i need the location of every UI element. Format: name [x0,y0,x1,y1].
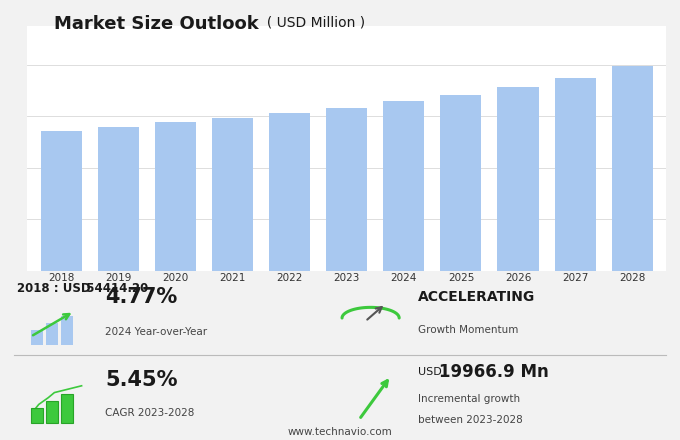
Bar [212,118,253,271]
Text: CAGR 2023-2028: CAGR 2023-2028 [105,408,194,418]
FancyBboxPatch shape [61,316,73,345]
Text: 4.77%: 4.77% [105,287,177,307]
Bar [611,66,653,271]
FancyBboxPatch shape [46,323,58,345]
FancyBboxPatch shape [31,330,43,345]
FancyBboxPatch shape [61,394,73,423]
Text: Growth Momentum: Growth Momentum [418,325,519,335]
Bar [384,101,424,271]
Bar [98,127,139,271]
Text: 2024 Year-over-Year: 2024 Year-over-Year [105,326,207,337]
FancyBboxPatch shape [46,401,58,423]
Text: www.technavio.com: www.technavio.com [288,427,392,436]
Bar [441,95,481,271]
Bar [41,131,82,271]
Bar [269,113,310,271]
Text: Incremental growth: Incremental growth [418,394,520,404]
Bar [498,87,539,271]
Text: 19966.9 Mn: 19966.9 Mn [439,363,548,381]
Bar [555,78,596,271]
Text: 2018 : USD: 2018 : USD [17,282,90,295]
Bar [155,122,196,271]
Bar [326,108,367,271]
Text: USD: USD [418,367,445,377]
Text: Market Size Outlook: Market Size Outlook [54,15,258,33]
Text: 5.45%: 5.45% [105,370,178,390]
Text: ACCELERATING: ACCELERATING [418,290,535,304]
FancyBboxPatch shape [31,408,43,423]
Text: 54414.20: 54414.20 [78,282,148,295]
Text: between 2023-2028: between 2023-2028 [418,414,523,425]
Text: ( USD Million ): ( USD Million ) [258,15,366,29]
